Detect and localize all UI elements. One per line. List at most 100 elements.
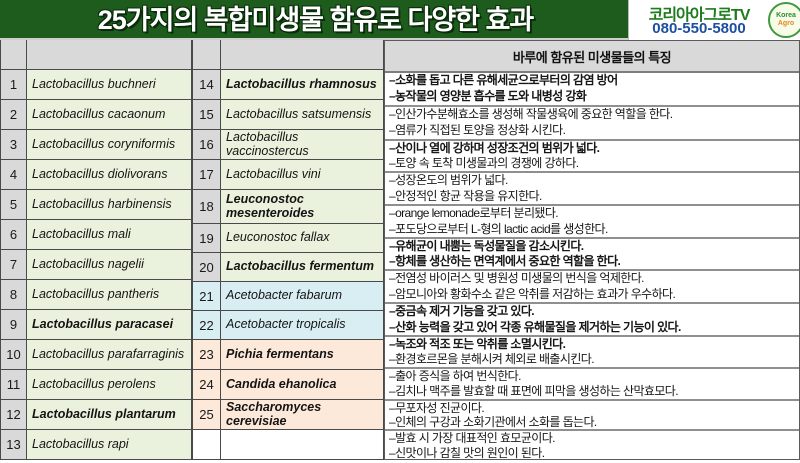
feature-line: –무포자성 진균이다. bbox=[389, 401, 485, 415]
row-number: 20 bbox=[193, 253, 221, 281]
species-table-middle: 14 Lactobacillus rhamnosus 15 Lactobacillu… bbox=[192, 40, 384, 460]
logo-text-line1: Korea bbox=[776, 12, 796, 19]
feature-line: –암모니아와 황화수소 같은 악취를 저감하는 효과가 우수하다. bbox=[389, 286, 676, 301]
row-number: 2 bbox=[1, 100, 27, 129]
feature-line: –염류가 직접된 토양을 정상화 시킨다. bbox=[389, 123, 566, 137]
row-number: 8 bbox=[1, 280, 27, 309]
species-name: Lactobacillus paracasei bbox=[27, 310, 192, 339]
feature-line: –인체의 구강과 소화기관에서 소화를 돕는다. bbox=[389, 415, 597, 429]
table-header-row bbox=[1, 40, 192, 70]
species-row: 16 Lactobacillus vaccinostercus bbox=[193, 130, 384, 160]
contact-box: 코리아아그로TV 080-550-5800 Korea Agro bbox=[628, 0, 800, 40]
species-name: Lactobacillus cacaonum bbox=[27, 100, 192, 129]
feature-line: –안정적인 항균 작용을 유지한다. bbox=[389, 188, 542, 203]
feature-line: –유해균이 내뿜는 독성물질을 감소시킨다. bbox=[389, 239, 584, 253]
species-name: Acetobacter fabarum bbox=[221, 282, 384, 310]
brand-name: 코리아아그로TV bbox=[648, 7, 751, 24]
feature-block: –녹조와 적조 또는 악취를 소멸시킨다. –환경호르몬을 분해시켜 체외로 배… bbox=[385, 337, 799, 369]
species-name: Lactobacillus fermentum bbox=[221, 253, 384, 281]
species-row: 4 Lactobacillus diolivorans bbox=[1, 160, 192, 190]
feature-block: –전염성 바이러스 및 병원성 미생물의 번식을 억제한다. –암모니아와 황화… bbox=[385, 271, 799, 304]
species-name: Lactobacillus diolivorans bbox=[27, 160, 192, 189]
species-name: Lactobacillus rhamnosus bbox=[221, 70, 384, 99]
species-row: 22 Acetobacter tropicalis bbox=[193, 311, 384, 340]
row-number: 17 bbox=[193, 160, 221, 189]
page-title: 25가지의 복합미생물 함유로 다양한 효과 bbox=[97, 5, 534, 35]
features-panel-title: 바루에 함유된 미생물들의 특징 bbox=[385, 41, 799, 73]
row-number: 22 bbox=[193, 311, 221, 339]
species-row: 21 Acetobacter fabarum bbox=[193, 282, 384, 311]
row-number: 11 bbox=[1, 370, 27, 399]
feature-line: –포도당으로부터 L-형의 lactic acid를 생성한다. bbox=[389, 221, 608, 236]
species-name: Lactobacillus pantheris bbox=[27, 280, 192, 309]
feature-block: –소화를 돕고 다른 유해세균으로부터의 감염 방어 –농작물의 영양분 흡수를… bbox=[385, 73, 799, 107]
row-number: 10 bbox=[1, 340, 27, 369]
species-name: Lactobacillus nagelii bbox=[27, 250, 192, 279]
species-name: Lactobacillus perolens bbox=[27, 370, 192, 399]
phone-number: 080-550-5800 bbox=[652, 20, 746, 37]
feature-block: –무포자성 진균이다. –인체의 구강과 소화기관에서 소화를 돕는다. bbox=[385, 401, 799, 431]
title-bar: 25가지의 복합미생물 함유로 다양한 효과 코리아아그로TV 080-550-… bbox=[0, 0, 800, 40]
species-name: Lactobacillus buchneri bbox=[27, 70, 192, 99]
feature-block: –발효 시 가장 대표적인 효모균이다. –신맛이나 감칠 맛의 원인이 된다. bbox=[385, 431, 799, 461]
empty-row bbox=[193, 430, 384, 460]
feature-line: –환경호르몬을 분해시켜 체외로 배출시킨다. bbox=[389, 352, 595, 366]
feature-line: –전염성 바이러스 및 병원성 미생물의 번식을 억제한다. bbox=[389, 271, 645, 285]
feature-block: –인산가수분해효소를 생성해 작물생육에 중요한 역할을 한다. –염류가 직접… bbox=[385, 107, 799, 141]
feature-block: –중금속 제거 기능을 갖고 있다. –산화 능력을 갖고 있어 각종 유해물질… bbox=[385, 304, 799, 337]
species-name: Lactobacillus vini bbox=[221, 160, 384, 189]
feature-line: –소화를 돕고 다른 유해세균으로부터의 감염 방어 bbox=[389, 73, 618, 88]
row-number: 15 bbox=[193, 100, 221, 129]
species-row: 19 Leuconostoc fallax bbox=[193, 224, 384, 253]
species-row: 1 Lactobacillus buchneri bbox=[1, 70, 192, 100]
row-number: 25 bbox=[193, 400, 221, 429]
species-row: 3 Lactobacillus coryniformis bbox=[1, 130, 192, 160]
feature-block: –산이나 열에 강하며 성장조건의 범위가 넓다. –토양 속 토착 미생물과의… bbox=[385, 141, 799, 173]
feature-line: –토양 속 토착 미생물과의 경쟁에 강하다. bbox=[389, 156, 579, 170]
species-name: Lactobacillus plantarum bbox=[27, 400, 192, 429]
species-table-left: 1 Lactobacillus buchneri 2 Lactobacillus c… bbox=[0, 40, 192, 460]
korea-agro-logo-icon: Korea Agro bbox=[768, 2, 800, 38]
feature-block: –orange lemonade로부터 분리됐다. –포도당으로부터 L-형의 … bbox=[385, 206, 799, 239]
feature-line: –orange lemonade로부터 분리됐다. bbox=[389, 206, 559, 220]
row-number: 9 bbox=[1, 310, 27, 339]
feature-line: –성장온도의 범위가 넓다. bbox=[389, 173, 508, 187]
species-row: 18 Leuconostoc mesenteroides bbox=[193, 190, 384, 224]
features-panel: 바루에 함유된 미생물들의 특징 –소화를 돕고 다른 유해세균으로부터의 감염… bbox=[384, 40, 800, 460]
feature-line: –중금속 제거 기능을 갖고 있다. bbox=[389, 304, 535, 318]
feature-line: –녹조와 적조 또는 악취를 소멸시킨다. bbox=[389, 337, 566, 351]
species-row: 5 Lactobacillus harbinensis bbox=[1, 190, 192, 220]
species-name: Lactobacillus coryniformis bbox=[27, 130, 192, 159]
species-row: 2 Lactobacillus cacaonum bbox=[1, 100, 192, 130]
feature-line: –출아 증식을 하여 번식한다. bbox=[389, 369, 521, 383]
species-row: 10 Lactobacillus parafarraginis bbox=[1, 340, 192, 370]
species-name: Lactobacillus harbinensis bbox=[27, 190, 192, 219]
species-row: 25 Saccharomyces cerevisiae bbox=[193, 400, 384, 430]
species-row: 8 Lactobacillus pantheris bbox=[1, 280, 192, 310]
feature-line: –항체를 생산하는 면역계에서 중요한 역할을 한다. bbox=[389, 254, 621, 268]
species-name: Acetobacter tropicalis bbox=[221, 311, 384, 339]
species-row: 14 Lactobacillus rhamnosus bbox=[193, 70, 384, 100]
row-number: 1 bbox=[1, 70, 27, 99]
species-row: 11 Lactobacillus perolens bbox=[1, 370, 192, 400]
species-name: Saccharomyces cerevisiae bbox=[221, 400, 384, 429]
species-row: 17 Lactobacillus vini bbox=[193, 160, 384, 190]
row-number: 23 bbox=[193, 340, 221, 369]
logo-text-line2: Agro bbox=[777, 20, 795, 27]
row-number: 19 bbox=[193, 224, 221, 252]
row-number: 6 bbox=[1, 220, 27, 249]
feature-line: –산화 능력을 갖고 있어 각종 유해물질을 제거하는 기능이 있다. bbox=[389, 319, 681, 334]
row-number: 14 bbox=[193, 70, 221, 99]
species-row: 6 Lactobacillus mali bbox=[1, 220, 192, 250]
feature-line: –농작물의 영양분 흡수를 도와 내병성 강화 bbox=[389, 89, 587, 103]
species-name: Lactobacillus satsumensis bbox=[221, 100, 384, 129]
species-name: Pichia fermentans bbox=[221, 340, 384, 369]
row-number: 21 bbox=[193, 282, 221, 310]
row-number: 3 bbox=[1, 130, 27, 159]
species-row: 7 Lactobacillus nagelii bbox=[1, 250, 192, 280]
species-name: Lactobacillus vaccinostercus bbox=[221, 130, 384, 159]
species-name: Candida ehanolica bbox=[221, 370, 384, 399]
species-name: Leuconostoc mesenteroides bbox=[221, 190, 384, 223]
feature-line: –산이나 열에 강하며 성장조건의 범위가 넓다. bbox=[389, 141, 600, 155]
